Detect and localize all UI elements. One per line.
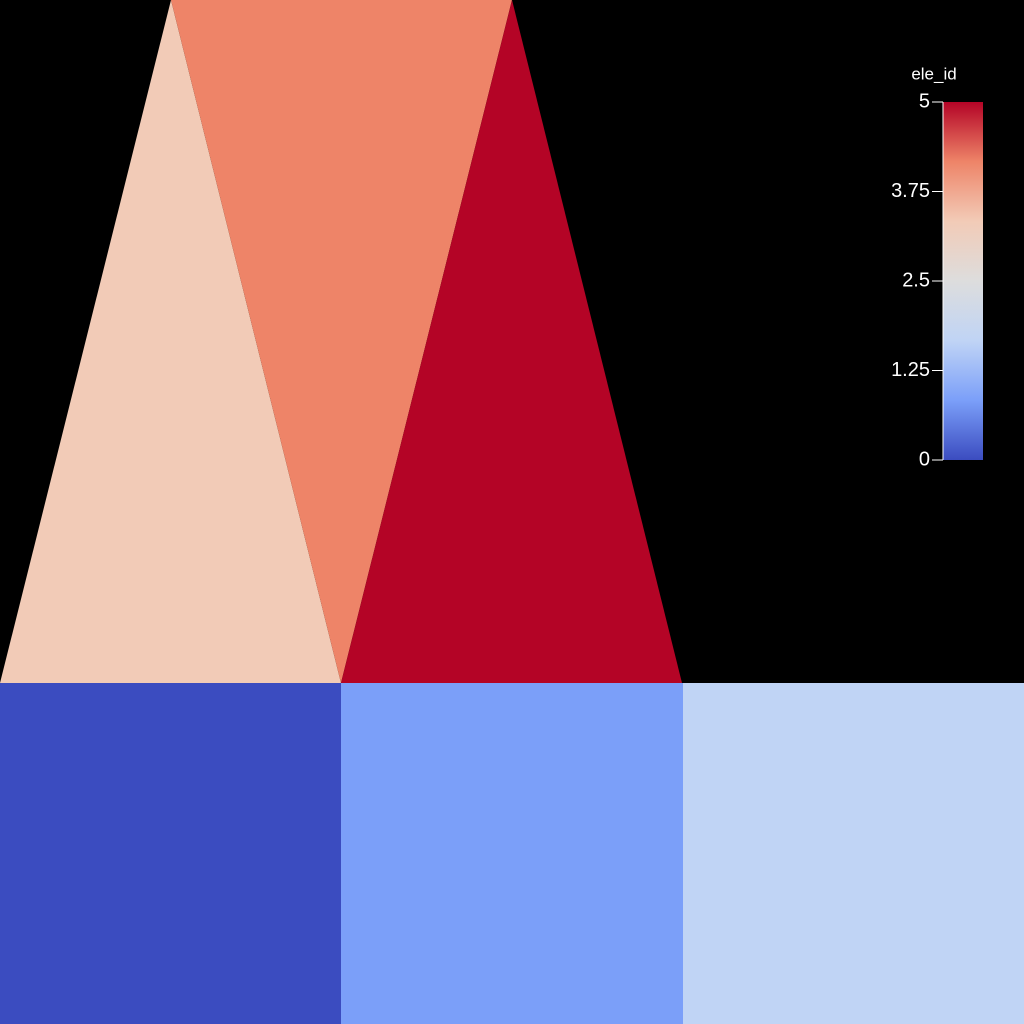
mesh-element <box>0 0 341 683</box>
colorbar-tick-label: 5 <box>919 90 930 112</box>
colorbar-tick-label: 3.75 <box>891 180 930 202</box>
mesh-element <box>341 0 682 683</box>
mesh-element <box>171 0 512 683</box>
colorbar <box>943 102 983 460</box>
colorbar-title: ele_id <box>911 64 956 83</box>
colorbar-tick-label: 2.5 <box>902 269 930 291</box>
mesh-element <box>341 683 683 1024</box>
mesh-element <box>0 683 341 1024</box>
colorbar-tick-label: 0 <box>919 448 930 470</box>
colorbar-tick-label: 1.25 <box>891 359 930 381</box>
mesh-element <box>683 683 1024 1024</box>
